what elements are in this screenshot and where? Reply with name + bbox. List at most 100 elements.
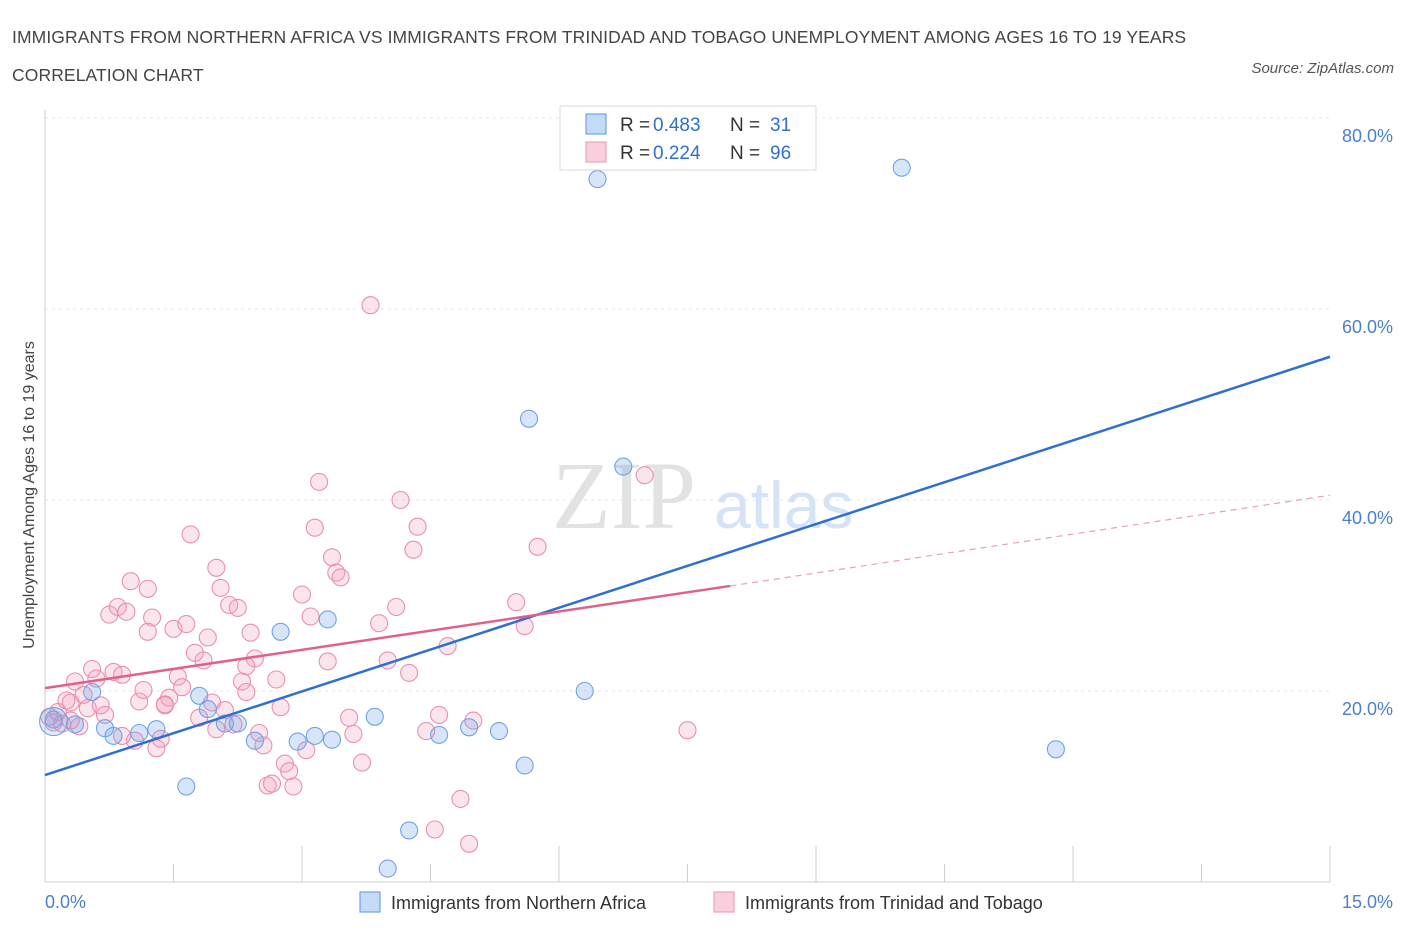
- y-tick-label-0: 20.0%: [1342, 699, 1393, 719]
- legend-blue-n-label: N =: [730, 115, 760, 136]
- trend-line-trinidad-extension: [730, 494, 1331, 587]
- point-trinidad-63: [318, 652, 337, 671]
- axes: [44, 110, 1331, 883]
- point-trinidad-83: [507, 593, 526, 612]
- point-northern-africa-19: [378, 859, 397, 878]
- point-trinidad-81: [460, 834, 479, 853]
- legend-pink-r-value: 0.224: [653, 143, 701, 164]
- legend-blue-n-value: 31: [770, 115, 791, 136]
- x-tick-label-0: 0.0%: [45, 892, 86, 912]
- point-trinidad-21: [130, 692, 149, 711]
- point-trinidad-73: [391, 490, 410, 510]
- point-trinidad-53: [267, 670, 286, 689]
- point-trinidad-23: [138, 579, 157, 598]
- point-trinidad-40: [211, 578, 230, 597]
- point-trinidad-56: [280, 762, 299, 781]
- point-trinidad-26: [151, 729, 170, 748]
- point-trinidad-62: [310, 472, 329, 491]
- point-northern-africa-4: [104, 726, 123, 745]
- y-axis-label: Unemployment Among Ages 16 to 19 years: [21, 341, 38, 649]
- point-trinidad-46: [237, 682, 256, 702]
- bottom-legend-swatch-blue: [359, 891, 381, 913]
- series-trinidad-points: [40, 296, 697, 853]
- point-northern-africa-6: [147, 720, 166, 739]
- point-trinidad-88: [155, 695, 174, 714]
- point-northern-africa-cluster: [39, 707, 69, 737]
- legend-pink-n-label: N =: [730, 143, 760, 164]
- point-northern-africa-28: [614, 457, 633, 476]
- legend-pink-n-value: 96: [770, 143, 791, 164]
- point-northern-africa-9: [198, 700, 217, 719]
- point-northern-africa-8: [190, 686, 209, 705]
- point-northern-africa-18: [365, 707, 384, 726]
- x-tick-labels: 0.0% 15.0%: [45, 892, 1393, 912]
- point-northern-africa-17: [322, 730, 342, 749]
- point-northern-africa-20: [400, 821, 419, 840]
- point-trinidad-76: [408, 517, 427, 536]
- series-legend: Immigrants from Northern Africa Immigran…: [359, 891, 1043, 913]
- point-northern-africa-12: [245, 731, 264, 750]
- watermark-atlas: atlas: [714, 468, 853, 542]
- point-northern-africa-2: [83, 682, 102, 702]
- point-trinidad-50: [254, 736, 273, 755]
- correlation-legend: R = 0.483 N = 31 R = 0.224 N = 96: [559, 105, 817, 171]
- point-northern-africa-26: [575, 681, 594, 701]
- legend-blue-r-value: 0.483: [653, 115, 701, 136]
- watermark-zip: ZIP: [552, 442, 696, 549]
- point-trinidad-47: [241, 623, 260, 642]
- point-northern-africa-25: [519, 409, 539, 428]
- point-northern-africa-10: [215, 714, 234, 733]
- point-trinidad-32: [177, 615, 196, 634]
- point-trinidad-18: [117, 602, 136, 621]
- bottom-legend-swatch-pink: [713, 891, 735, 913]
- point-trinidad-93: [344, 724, 363, 744]
- trend-lines: [44, 355, 1331, 777]
- point-northern-africa-7: [177, 777, 196, 796]
- point-northern-africa-13: [271, 622, 290, 641]
- point-northern-africa-5: [130, 723, 149, 743]
- point-trinidad-86: [635, 466, 654, 485]
- point-northern-africa-0: [44, 710, 63, 729]
- point-northern-africa-30: [1046, 740, 1065, 759]
- point-trinidad-91: [138, 622, 157, 641]
- point-trinidad-22: [134, 680, 153, 700]
- x-tick-label-1: 15.0%: [1342, 892, 1393, 912]
- point-trinidad-37: [198, 628, 217, 647]
- legend-swatch-pink: [585, 141, 607, 163]
- bottom-legend-blue-label: Immigrants from Northern Africa: [391, 893, 647, 913]
- y-tick-labels: 20.0% 40.0% 60.0% 80.0%: [1342, 126, 1393, 719]
- point-trinidad-33: [181, 525, 200, 544]
- point-trinidad-68: [352, 753, 372, 772]
- point-trinidad-31: [173, 678, 192, 697]
- y-tick-label-1: 40.0%: [1342, 508, 1393, 528]
- point-trinidad-94: [430, 705, 449, 724]
- chart-title: IMMIGRANTS FROM NORTHERN AFRICA VS IMMIG…: [12, 27, 1187, 85]
- point-trinidad-66: [331, 568, 350, 587]
- bottom-legend-pink-label: Immigrants from Trinidad and Tobago: [745, 893, 1043, 913]
- series-northern-africa-points: [39, 158, 1065, 878]
- point-trinidad-74: [400, 663, 419, 682]
- point-trinidad-39: [207, 558, 226, 577]
- point-northern-africa-23: [489, 722, 509, 741]
- point-trinidad-58: [292, 585, 312, 604]
- legend-blue-r-label: R =: [620, 115, 650, 136]
- point-northern-africa-1: [65, 715, 85, 734]
- legend-swatch-blue: [585, 113, 607, 135]
- point-northern-africa-29: [892, 158, 911, 177]
- legend-pink-r-label: R =: [620, 143, 650, 164]
- chart-source: Source: ZipAtlas.com: [1251, 60, 1394, 77]
- point-trinidad-75: [404, 540, 423, 559]
- point-trinidad-69: [361, 296, 380, 315]
- point-trinidad-52: [262, 774, 282, 793]
- point-trinidad-12: [91, 696, 110, 715]
- point-trinidad-13: [95, 705, 115, 724]
- point-trinidad-57: [284, 777, 303, 796]
- point-northern-africa-14: [288, 732, 307, 751]
- point-northern-africa-16: [318, 610, 337, 629]
- point-trinidad-80: [451, 789, 470, 808]
- trend-line-northern-africa: [44, 355, 1331, 777]
- point-northern-africa-27: [588, 170, 607, 189]
- point-trinidad-16: [108, 597, 127, 617]
- point-trinidad-72: [387, 597, 406, 617]
